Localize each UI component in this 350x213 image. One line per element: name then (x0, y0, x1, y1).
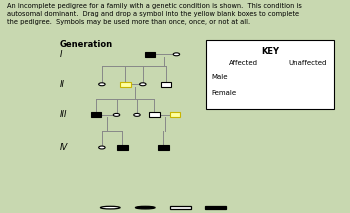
Text: Unaffected: Unaffected (289, 60, 327, 66)
Bar (205, 206, 226, 209)
Text: II: II (60, 80, 64, 89)
Circle shape (135, 206, 155, 209)
Circle shape (140, 83, 146, 86)
Bar (238, 75, 249, 79)
Text: Female: Female (211, 90, 237, 96)
Text: I: I (60, 50, 62, 59)
Bar (145, 52, 155, 57)
Bar (117, 145, 128, 150)
Circle shape (134, 113, 140, 116)
Bar (161, 82, 172, 87)
Circle shape (240, 91, 247, 94)
Text: Generation: Generation (60, 40, 113, 49)
Text: An incomplete pedigree for a family with a genetic condition is shown.  This con: An incomplete pedigree for a family with… (7, 3, 302, 25)
Text: III: III (60, 110, 67, 119)
Text: Male: Male (211, 74, 228, 80)
Bar (170, 112, 180, 117)
Text: Affected: Affected (229, 60, 258, 66)
Bar (91, 112, 101, 117)
Bar (170, 206, 191, 209)
Circle shape (100, 206, 120, 209)
Circle shape (99, 83, 105, 86)
Bar (158, 145, 169, 150)
Bar (206, 40, 334, 109)
Bar (149, 112, 160, 117)
Text: KEY: KEY (261, 47, 279, 56)
Bar (303, 75, 313, 79)
Circle shape (113, 113, 120, 116)
Bar (120, 82, 131, 87)
Circle shape (173, 53, 180, 56)
Circle shape (99, 146, 105, 149)
Circle shape (305, 91, 311, 94)
Text: IV: IV (60, 143, 68, 152)
